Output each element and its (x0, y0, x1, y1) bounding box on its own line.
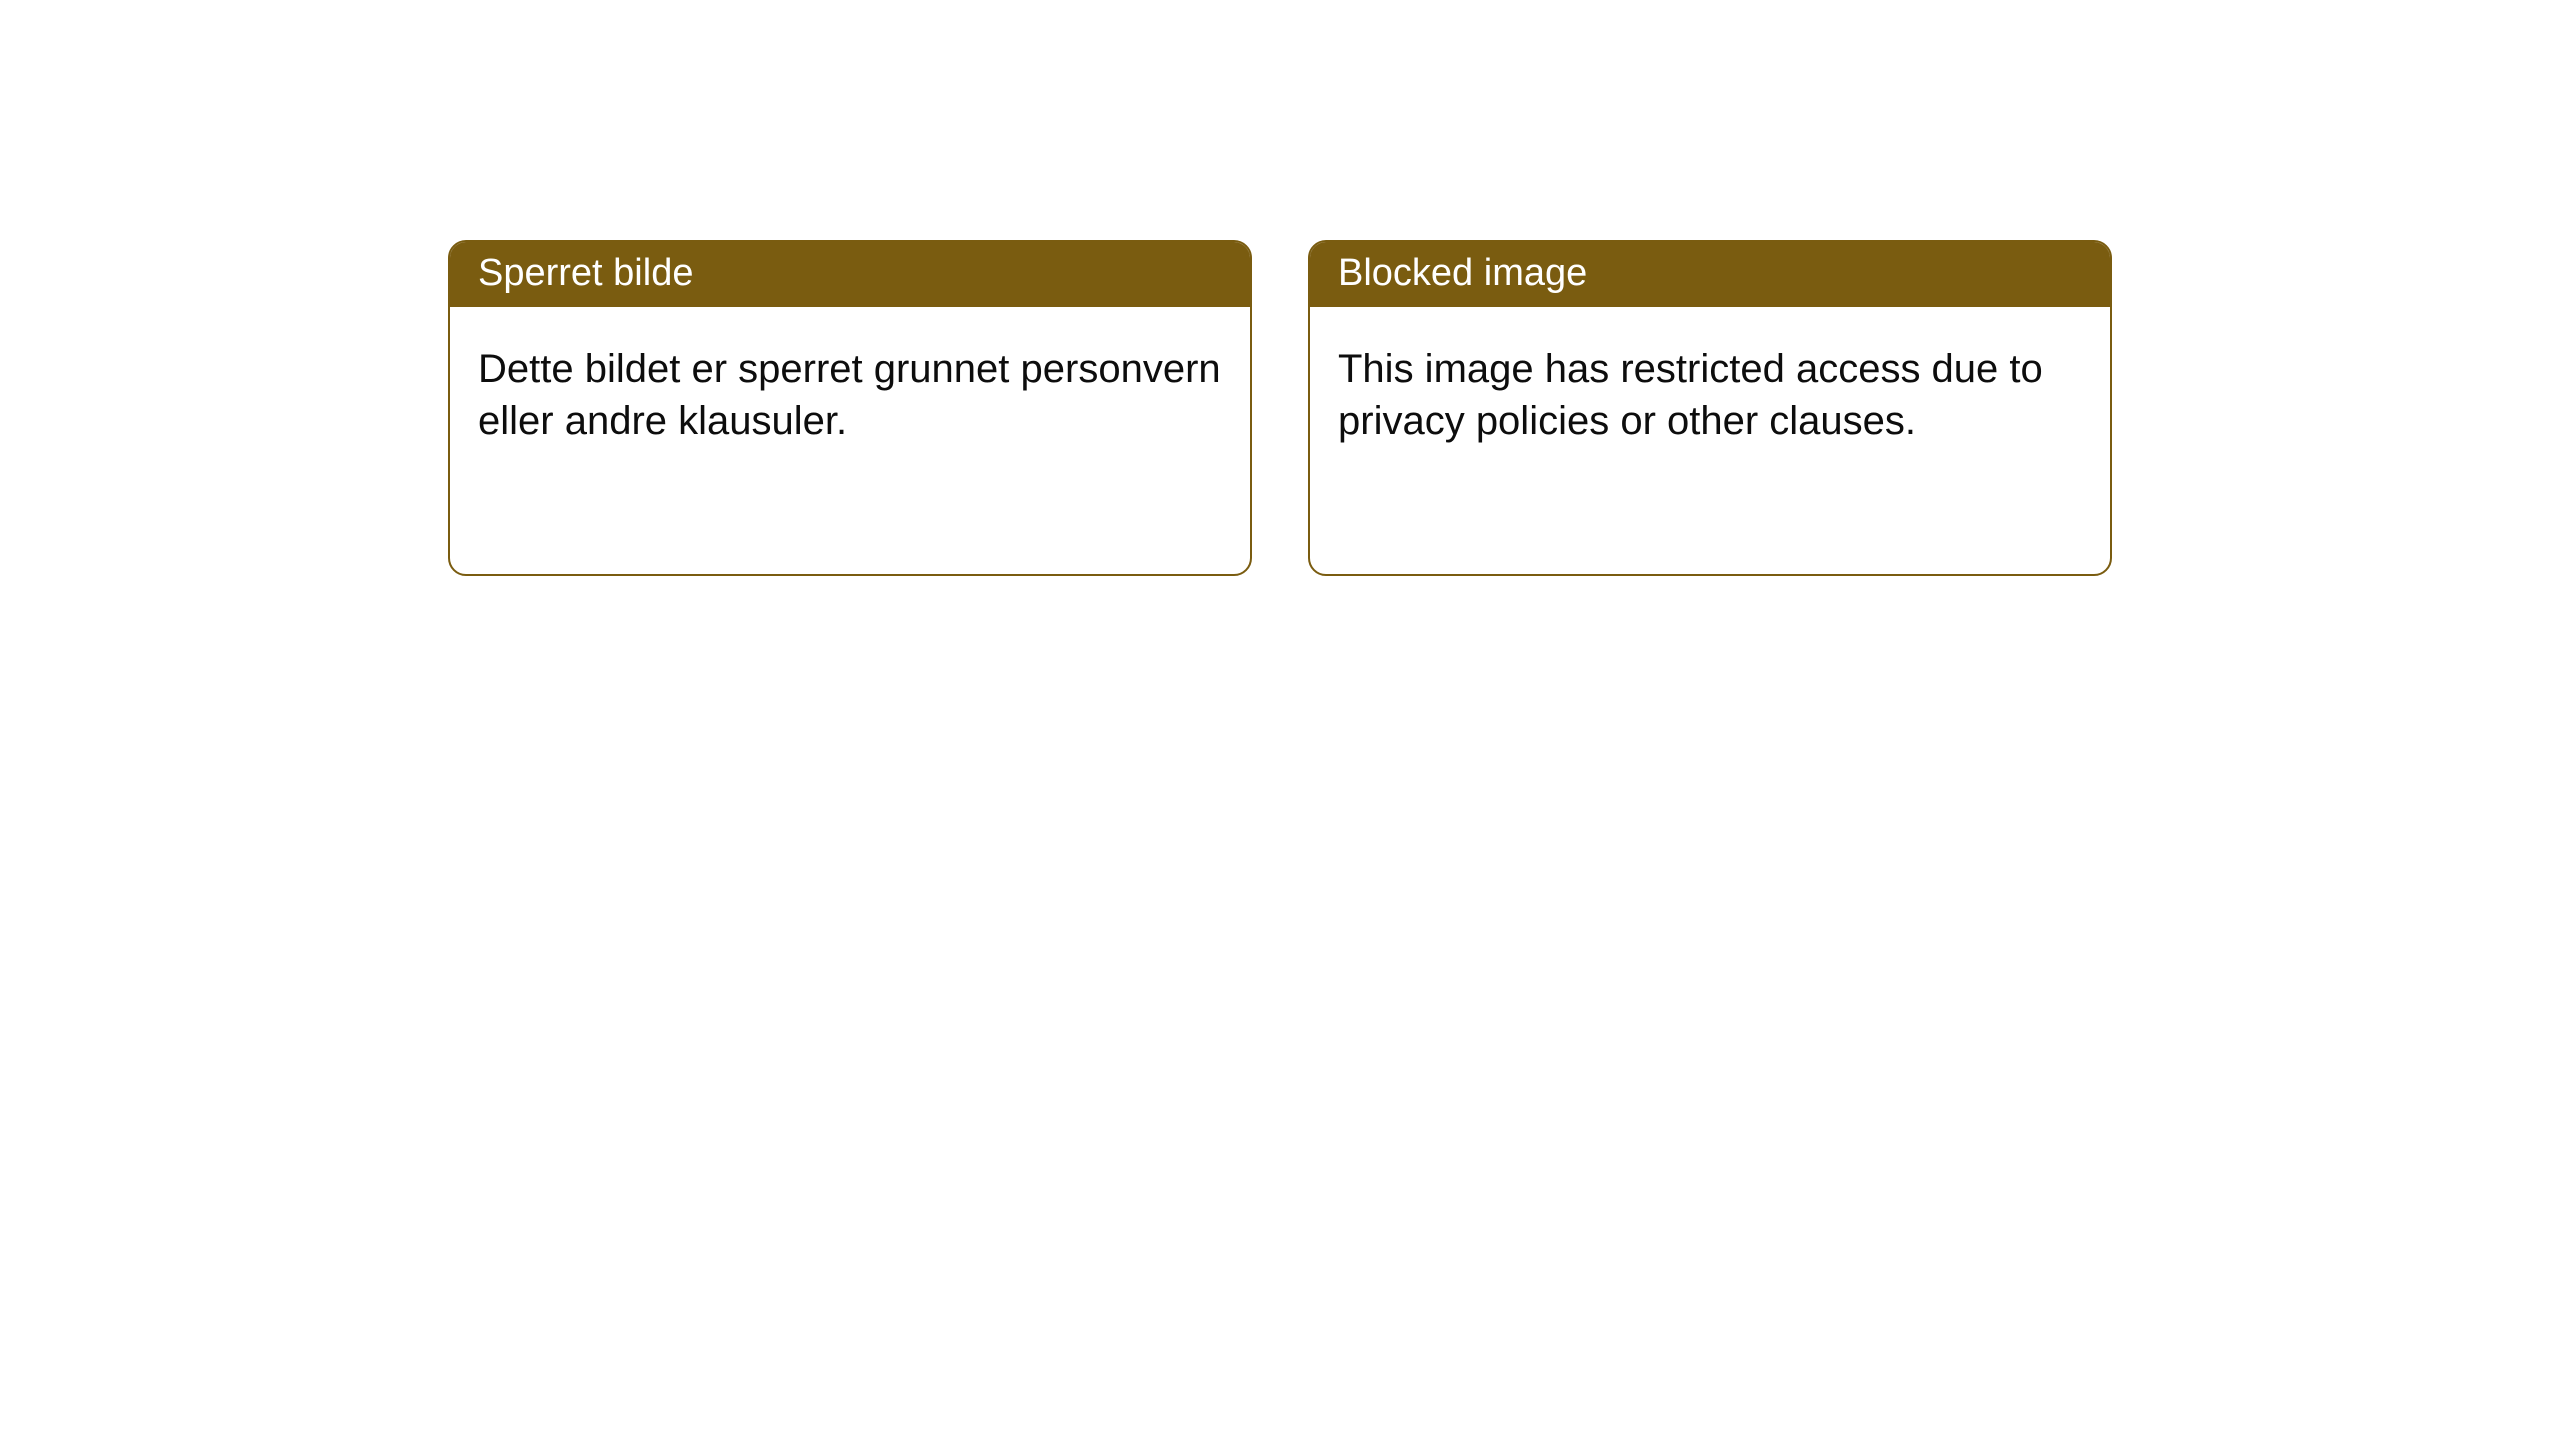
card-body: Dette bildet er sperret grunnet personve… (450, 307, 1250, 483)
blocked-image-card-en: Blocked image This image has restricted … (1308, 240, 2112, 576)
card-title: Blocked image (1338, 252, 1587, 294)
card-title: Sperret bilde (478, 252, 693, 294)
card-text: Dette bildet er sperret grunnet personve… (478, 347, 1221, 443)
card-header: Sperret bilde (450, 242, 1250, 307)
card-header: Blocked image (1310, 242, 2110, 307)
card-container: Sperret bilde Dette bildet er sperret gr… (0, 0, 2560, 576)
card-text: This image has restricted access due to … (1338, 347, 2043, 443)
card-body: This image has restricted access due to … (1310, 307, 2110, 483)
blocked-image-card-no: Sperret bilde Dette bildet er sperret gr… (448, 240, 1252, 576)
